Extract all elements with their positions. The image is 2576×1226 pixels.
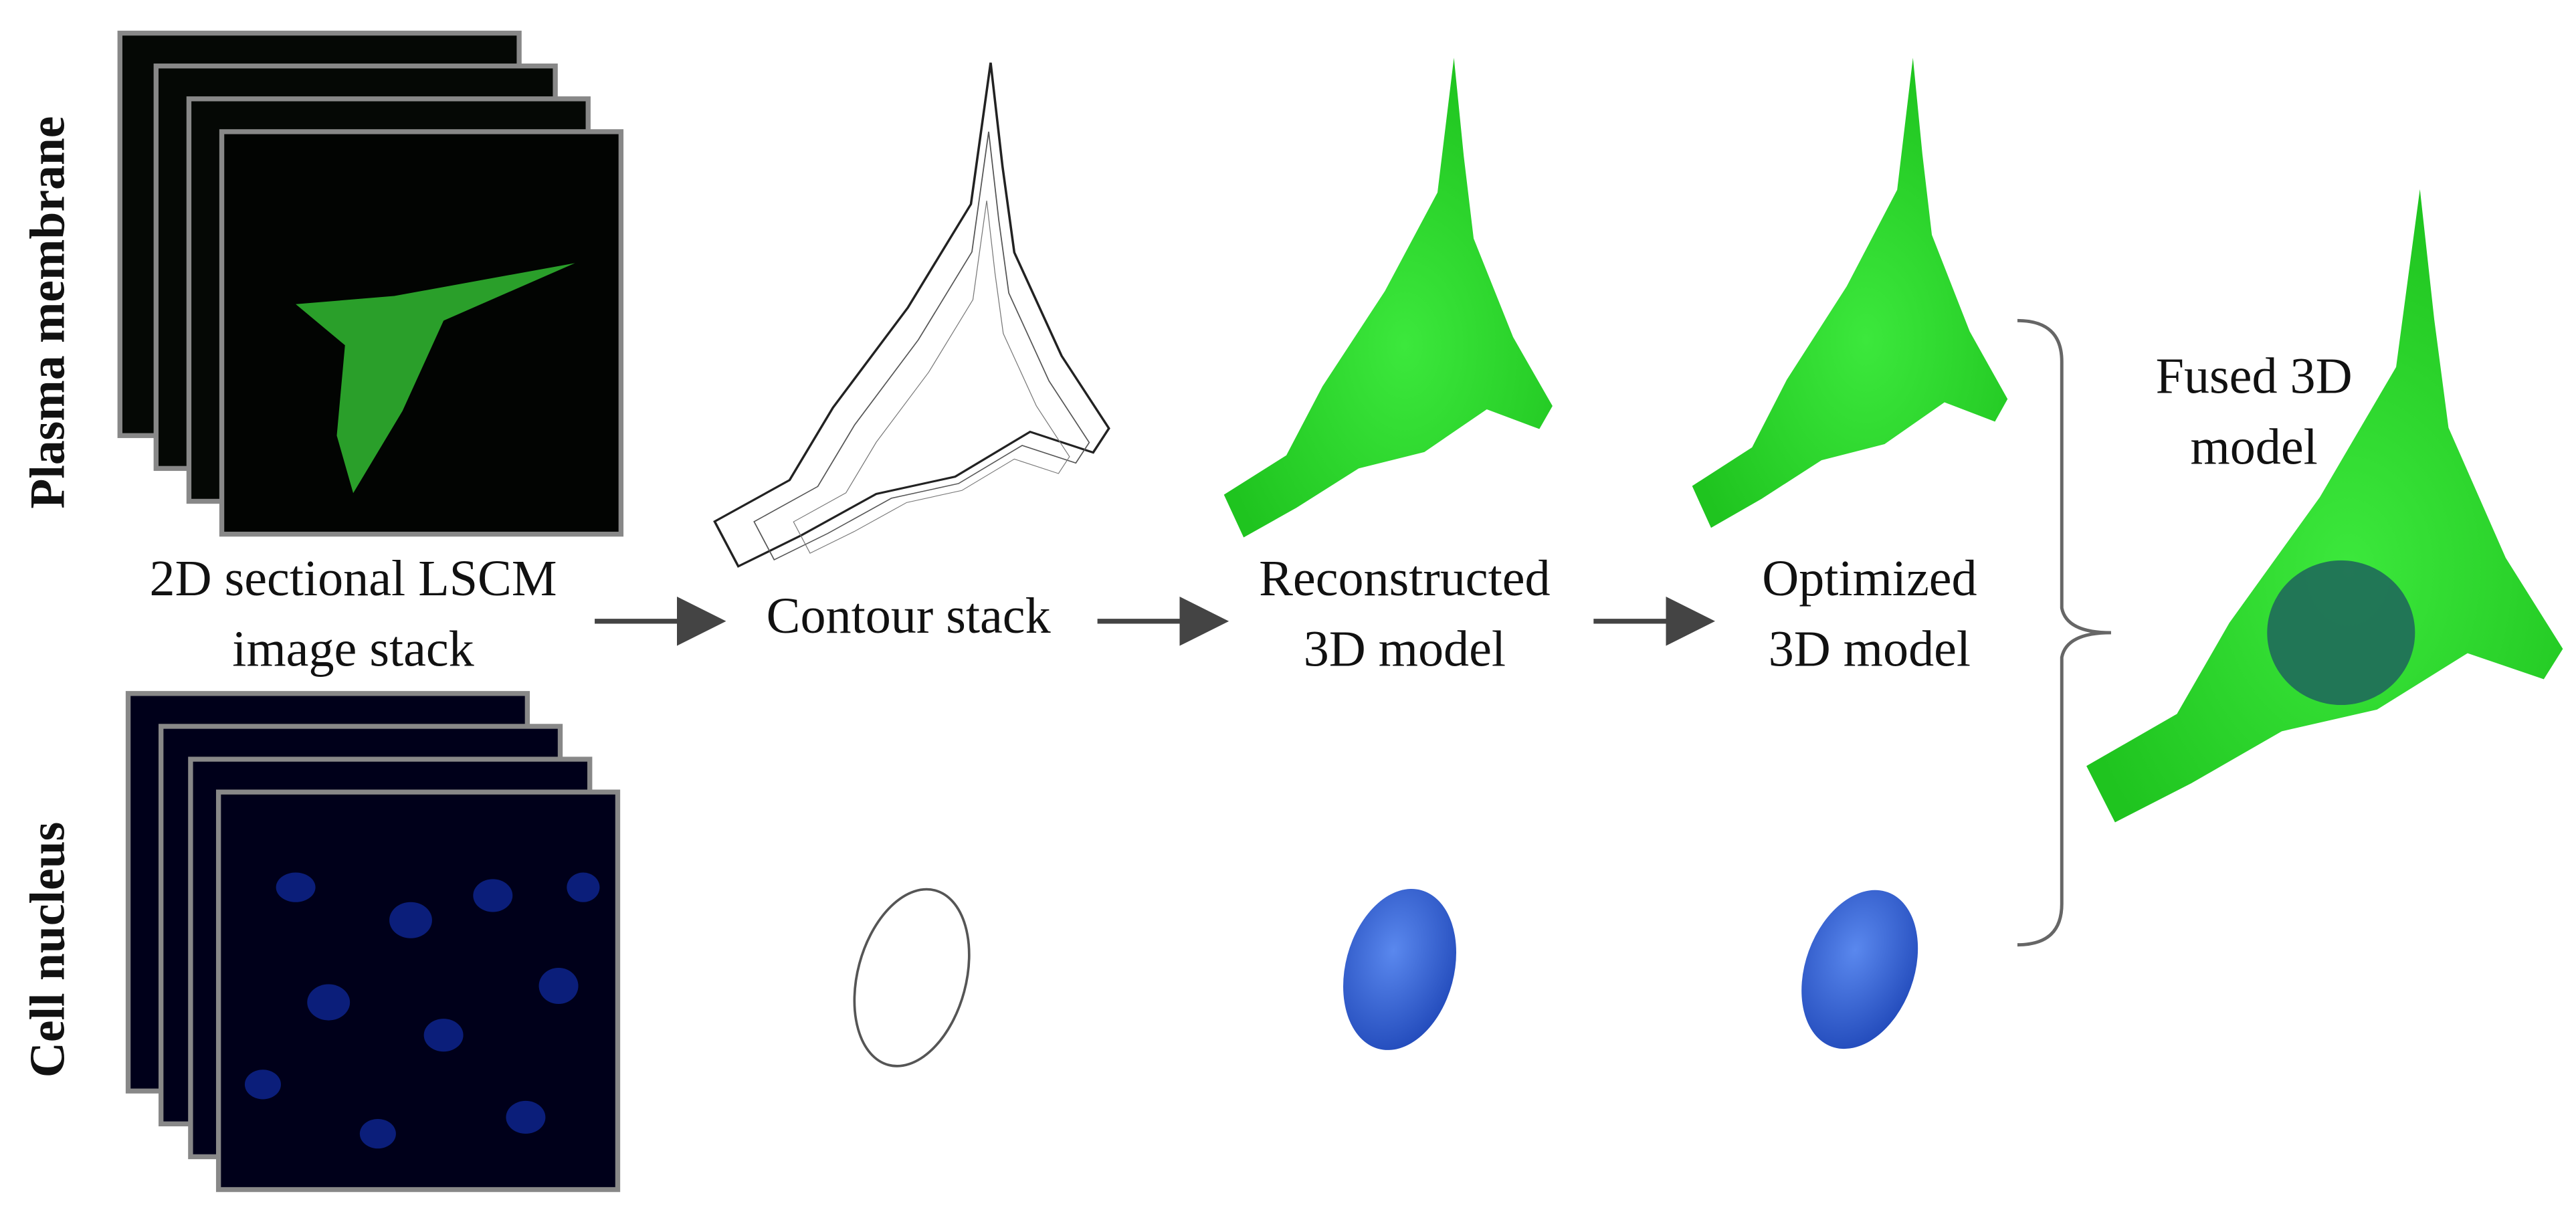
stage-label: Contour stack [767, 588, 1052, 644]
stage-label: Reconstructed [1259, 550, 1550, 607]
stage-label: Optimized [1762, 550, 1977, 607]
stage-label: 3D model [1304, 621, 1506, 677]
optimized-nucleus [1801, 890, 1918, 1049]
stage-label: 3D model [1769, 621, 1971, 677]
stage-label: Fused 3D [2156, 348, 2353, 405]
reconstructed-nucleus [1343, 888, 1456, 1050]
row-label: Cell nucleus [19, 822, 74, 1078]
stage-label: 2D sectional LSCM [150, 550, 557, 607]
bracket [2017, 318, 2111, 947]
row-label: Plasma membrane [19, 116, 74, 509]
stage-label: model [2190, 419, 2317, 475]
contour-cell [713, 61, 1110, 568]
membrane-image-stack [117, 30, 624, 537]
nucleus-image-stack [125, 691, 621, 1193]
contour-nucleus [853, 888, 971, 1067]
optimized-cell [1692, 58, 2008, 528]
reconstructed-cell [1223, 58, 1553, 538]
stage-label: image stack [232, 621, 474, 677]
fused-model [2086, 189, 2563, 823]
